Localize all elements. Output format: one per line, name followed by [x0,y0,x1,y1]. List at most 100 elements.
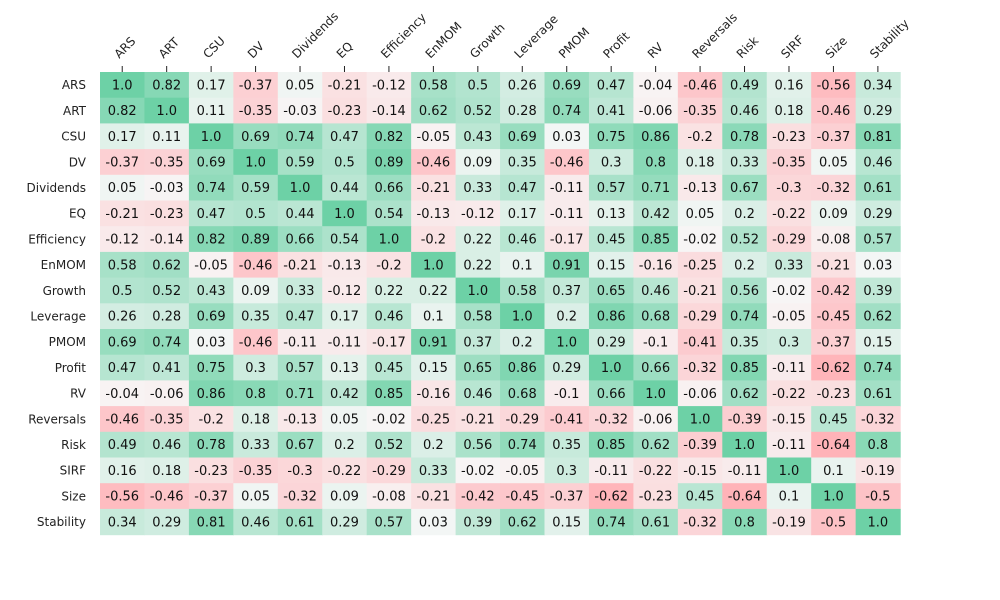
cell-value-EnMOM-Profit: 0.15 [597,258,626,273]
cell-value-Efficiency-DV: 0.89 [241,233,270,248]
cell-value-DV-EQ: 0.5 [334,155,355,170]
column-label-SIRF: SIRF [778,32,807,61]
cell-value-RV-ART: -0.06 [150,387,184,402]
heatmap-cell-RV-EnMOM [411,380,457,407]
column-label-ART: ART [156,34,183,61]
cell-value-PMOM-Risk: 0.35 [730,335,759,350]
cell-value-EnMOM-ART: 0.62 [152,258,181,273]
cell-value-Size-EQ: 0.09 [330,490,359,505]
cell-value-Size-ARS: -0.56 [105,490,139,505]
cell-value-CSU-ART: 0.11 [152,130,181,145]
heatmap-cell-EnMOM-ART [144,251,190,279]
heatmap-cell-CSU-Growth [455,123,501,150]
cell-value-ART-SIRF: 0.18 [775,104,804,119]
cell-value-CSU-PMOM: 0.03 [552,130,581,145]
cell-value-Efficiency-EnMOM: -0.2 [421,233,446,248]
cell-value-EnMOM-EnMOM: 1.0 [423,258,444,273]
heatmap-cell-EnMOM-Reversals [677,251,723,279]
heatmap-cell-Dividends-CSU [188,174,234,202]
cell-value-PMOM-Stability: 0.15 [863,335,892,350]
cell-value-Risk-Profit: 0.85 [597,438,626,453]
heatmap-cell-PMOM-Dividends [277,329,323,356]
heatmap-cell-Profit-CSU [188,354,234,381]
heatmap-cell-Profit-Profit [588,354,634,381]
cell-value-Efficiency-Stability: 0.57 [863,233,892,248]
cell-value-SIRF-SIRF: 1.0 [779,464,800,479]
heatmap-cell-Efficiency-PMOM [544,226,590,253]
cell-value-EnMOM-Efficiency: -0.2 [376,258,401,273]
cell-value-ART-Dividends: -0.03 [283,104,317,119]
cell-value-RV-Growth: 0.46 [463,387,492,402]
cell-value-SIRF-RV: -0.22 [639,464,673,479]
heatmap-cell-ARS-Leverage [500,72,546,99]
cell-value-Size-Growth: -0.42 [461,490,495,505]
heatmap-cell-labels: 1.0 0.82 0.17 -0.37 0.05 -0.21 -0.12 0.58 0.5 0.2… [105,78,894,530]
row-label-Efficiency: Efficiency [28,232,86,246]
cell-value-ARS-Stability: 0.34 [863,78,892,93]
cell-value-Stability-PMOM: 0.15 [552,515,581,530]
cell-value-RV-Efficiency: 0.85 [374,387,403,402]
heatmap-cell-Efficiency-Profit [588,226,634,253]
heatmap-cell-Risk-EnMOM [411,431,457,459]
cell-value-ARS-Leverage: 0.26 [508,78,537,93]
cell-value-Growth-Size: -0.42 [817,284,851,299]
cell-value-ART-ART: 1.0 [156,104,177,119]
cell-value-CSU-SIRF: -0.23 [772,130,806,145]
cell-value-Profit-Stability: 0.74 [863,361,892,376]
cell-value-RV-RV: 1.0 [645,387,666,402]
heatmap-cell-Size-Size [811,483,857,510]
cell-value-PMOM-Reversals: -0.41 [683,335,717,350]
heatmap-cell-ART-Efficiency [366,97,412,124]
cell-value-Reversals-Leverage: -0.29 [505,412,539,427]
cell-value-ARS-Growth: 0.5 [467,78,488,93]
heatmap-cell-Dividends-Leverage [500,174,546,202]
heatmap-cell-RV-Stability [855,380,901,407]
heatmap-cell-DV-Leverage [500,149,546,176]
heatmap-cell-Stability-Efficiency [366,508,412,536]
heatmap-cell-Size-Risk [722,483,768,510]
heatmap-cell-ART-CSU [188,97,234,124]
cell-value-Profit-Reversals: -0.32 [683,361,717,376]
heatmap-cell-Risk-EQ [322,431,368,459]
heatmap-cell-DV-RV [633,149,679,176]
heatmap-cell-Dividends-Risk [722,174,768,202]
cell-value-Reversals-CSU: -0.2 [198,412,223,427]
cell-value-Efficiency-RV: 0.85 [641,233,670,248]
heatmap-cell-Stability-ART [144,508,190,536]
heatmap-cell-ARS-Reversals [677,72,723,99]
cell-value-EQ-EnMOM: -0.13 [417,207,451,222]
heatmap-cell-Size-ARS [100,483,146,510]
heatmap-cell-Stability-Dividends [277,508,323,536]
heatmap-cell-EnMOM-Efficiency [366,251,412,279]
heatmap-cell-Leverage-RV [633,303,679,330]
heatmap-cell-Growth-Size [811,277,857,304]
heatmap-cell-Stability-Growth [455,508,501,536]
cell-value-Growth-SIRF: -0.02 [772,284,806,299]
heatmap-cell-Profit-Size [811,354,857,381]
heatmap-cell-EnMOM-Leverage [500,251,546,279]
cell-value-ARS-PMOM: 0.69 [552,78,581,93]
heatmap-cell-Efficiency-ART [144,226,190,253]
heatmap-cell-Risk-ART [144,431,190,459]
cell-value-EnMOM-PMOM: 0.91 [552,258,581,273]
cell-value-SIRF-EQ: -0.22 [328,464,362,479]
cell-value-Dividends-Size: -0.32 [817,181,851,196]
cell-value-Reversals-Reversals: 1.0 [690,412,711,427]
column-label-Risk: Risk [734,34,762,62]
cell-value-RV-Leverage: 0.68 [508,387,537,402]
cell-value-Stability-Profit: 0.74 [597,515,626,530]
heatmap-cell-ARS-ARS [100,72,146,99]
heatmap-cell-Size-EnMOM [411,483,457,510]
heatmap-cell-RV-PMOM [544,380,590,407]
cell-value-Growth-Efficiency: 0.22 [374,284,403,299]
row-label-Size: Size [61,489,86,503]
heatmap-cell-Efficiency-Efficiency [366,226,412,253]
heatmap-cell-RV-Size [811,380,857,407]
cell-value-Leverage-Reversals: -0.29 [683,310,717,325]
row-label-EnMOM: EnMOM [41,258,86,272]
cell-value-PMOM-DV: -0.46 [239,335,273,350]
cell-value-SIRF-ARS: 0.16 [108,464,137,479]
cell-value-Growth-Dividends: 0.33 [286,284,315,299]
cell-value-PMOM-EnMOM: 0.91 [419,335,448,350]
heatmap-cell-Efficiency-Dividends [277,226,323,253]
